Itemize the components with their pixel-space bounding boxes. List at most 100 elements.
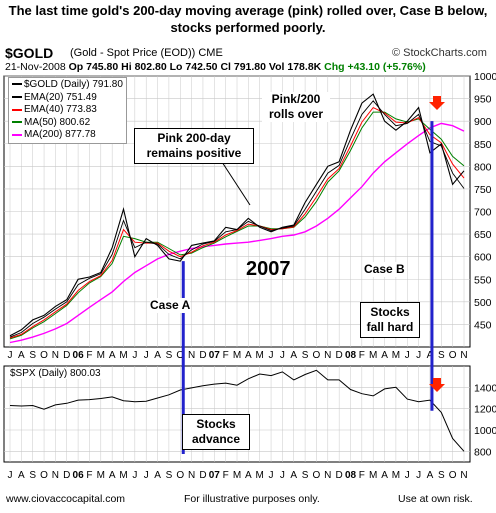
x-tick-label: D — [336, 350, 343, 361]
x-tick-label: 07 — [209, 350, 221, 361]
x-tick-label: S — [438, 350, 445, 361]
y-tick-label: 800 — [474, 161, 492, 173]
x-tick-label: F — [223, 350, 229, 361]
x-tick-label: A — [154, 350, 161, 361]
y-tick-label: 850 — [474, 139, 492, 151]
x-tick-label: 08 — [345, 470, 357, 481]
x-tick-label: M — [97, 350, 105, 361]
x-tick-label: A — [18, 470, 25, 481]
x-tick-label: M — [233, 350, 241, 361]
series-line — [9, 369, 465, 452]
x-tick-label: M — [256, 470, 264, 481]
x-tick-label: J — [132, 350, 137, 361]
footer-website[interactable]: www.ciovaccocapital.com — [6, 493, 126, 505]
x-tick-label: F — [359, 350, 365, 361]
x-tick-label: O — [40, 350, 48, 361]
x-tick-label: N — [460, 350, 467, 361]
x-tick-label: J — [269, 350, 274, 361]
x-tick-label: M — [392, 350, 400, 361]
annotation-pointer — [221, 161, 251, 206]
legend-swatch — [12, 121, 22, 124]
x-tick-label: M — [233, 470, 241, 481]
x-tick-label: D — [63, 350, 70, 361]
legend-label: $GOLD (Daily) 791.80 — [24, 79, 123, 90]
x-tick-label: J — [269, 470, 274, 481]
y-tick-label: 800 — [474, 446, 492, 458]
x-tick-label: A — [245, 470, 252, 481]
x-tick-label: M — [119, 350, 127, 361]
x-tick-label: J — [416, 470, 421, 481]
chart-headline: The last time gold's 200-day moving aver… — [8, 3, 488, 35]
x-tick-label: M — [256, 350, 264, 361]
x-tick-label: N — [52, 470, 59, 481]
x-tick-label: O — [449, 470, 457, 481]
x-tick-label: A — [381, 350, 388, 361]
x-tick-label: D — [63, 470, 70, 481]
legend-label: MA(50) 800.62 — [24, 116, 91, 128]
x-tick-label: A — [290, 350, 297, 361]
y-tick-label: 600 — [474, 252, 492, 264]
quote-volume: Vol 178.8K — [268, 61, 322, 73]
x-tick-label: N — [460, 470, 467, 481]
x-tick-label: A — [109, 350, 116, 361]
stocks-advance-annotation: Stocks advance — [182, 414, 250, 450]
y-tick-label: 700 — [474, 207, 492, 219]
x-tick-label: J — [8, 470, 13, 481]
x-tick-label: A — [427, 470, 434, 481]
legend-item: $GOLD (Daily) 791.80 — [12, 79, 123, 92]
series-line — [9, 122, 465, 344]
pink-positive-annotation: Pink 200-day remains positive — [134, 128, 254, 164]
x-tick-label: S — [166, 350, 173, 361]
legend-item: MA(50) 800.62 — [12, 117, 123, 130]
x-tick-label: N — [52, 350, 59, 361]
y-tick-label: 650 — [474, 229, 492, 241]
x-tick-label: S — [302, 470, 309, 481]
x-tick-label: O — [176, 470, 184, 481]
x-tick-label: N — [324, 350, 331, 361]
gold-down-arrow — [429, 96, 445, 110]
x-tick-label: D — [199, 350, 206, 361]
x-tick-label: 08 — [345, 350, 357, 361]
x-tick-label: M — [119, 470, 127, 481]
legend-item: EMA(40) 773.83 — [12, 104, 123, 117]
quote-change: Chg +43.10 (+5.76%) — [324, 61, 426, 73]
x-tick-label: D — [336, 470, 343, 481]
quote-high: Hi 802.80 — [121, 61, 167, 73]
x-tick-label: N — [188, 350, 195, 361]
x-tick-label: A — [245, 350, 252, 361]
x-tick-label: F — [359, 470, 365, 481]
spx-legend: $SPX (Daily) 800.03 — [8, 368, 103, 379]
ticker-symbol: $GOLD — [5, 45, 54, 61]
legend-label: EMA(20) 751.49 — [24, 91, 97, 103]
x-tick-label: M — [97, 470, 105, 481]
x-tick-label: J — [405, 470, 410, 481]
legend-swatch — [12, 108, 22, 111]
y-tick-label: 500 — [474, 297, 492, 309]
quote-low: Lo 742.50 — [169, 61, 218, 73]
x-tick-label: 06 — [73, 350, 85, 361]
series-line — [9, 93, 465, 337]
legend-swatch — [12, 95, 22, 98]
source-credit: © StockCharts.com — [392, 47, 487, 59]
x-tick-label: M — [392, 470, 400, 481]
x-tick-label: J — [8, 350, 13, 361]
x-tick-label: S — [302, 350, 309, 361]
x-tick-label: J — [416, 350, 421, 361]
y-tick-label: 1200 — [474, 404, 496, 416]
footer-disclaimer: For illustrative purposes only. — [184, 493, 320, 505]
x-tick-label: A — [18, 350, 25, 361]
quote-date: 21-Nov-2008 — [5, 61, 66, 73]
case-a-label: Case A — [150, 298, 191, 313]
x-tick-label: S — [29, 470, 36, 481]
quote-open: Op 745.80 — [68, 61, 119, 73]
x-tick-label: O — [313, 470, 321, 481]
x-tick-label: O — [40, 470, 48, 481]
x-tick-label: S — [438, 470, 445, 481]
series-line — [9, 106, 465, 339]
stocks-fall-annotation: Stocks fall hard — [360, 302, 420, 338]
x-tick-label: J — [144, 470, 149, 481]
x-tick-label: O — [176, 350, 184, 361]
x-tick-label: J — [405, 350, 410, 361]
x-tick-label: F — [86, 350, 92, 361]
x-tick-label: A — [290, 470, 297, 481]
